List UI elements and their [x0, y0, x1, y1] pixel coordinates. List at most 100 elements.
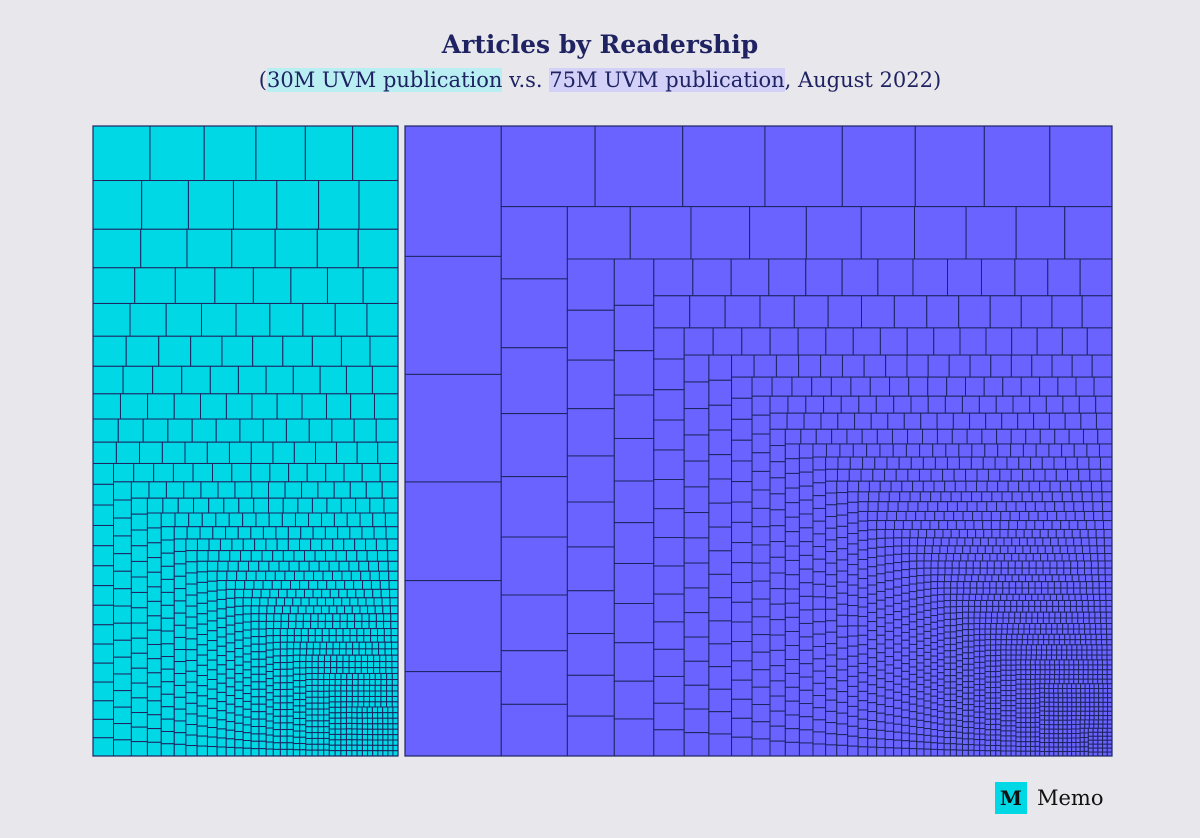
series-75m-tile [1037, 611, 1044, 619]
series-30m-tile [274, 570, 286, 582]
series-75m-tile [1044, 692, 1050, 699]
series-75m-tile [1034, 623, 1042, 630]
series-30m-tile [332, 648, 340, 656]
series-75m-tile [998, 605, 1006, 613]
series-75m-tile [1073, 443, 1088, 458]
series-75m-tile [1033, 468, 1046, 482]
series-75m-tile [1074, 593, 1082, 601]
series-75m-tile [982, 456, 996, 470]
series-75m-tile [923, 581, 932, 590]
series-75m-tile [923, 602, 932, 611]
series-75m-tile [876, 510, 888, 522]
series-75m-tile [798, 649, 814, 665]
series-30m-tile [252, 267, 292, 304]
series-30m-tile [92, 365, 124, 395]
series-30m-tile [265, 663, 274, 673]
series-30m-tile [258, 703, 267, 713]
series-75m-tile [1065, 617, 1073, 625]
series-30m-tile [300, 597, 310, 607]
series-75m-tile [653, 702, 685, 731]
series-75m-tile [1093, 605, 1101, 613]
series-75m-tile [893, 627, 903, 637]
series-75m-tile [966, 528, 977, 539]
series-30m-tile [323, 714, 330, 722]
series-75m-tile [1093, 701, 1100, 708]
series-30m-tile [228, 512, 244, 528]
series-30m-tile [379, 661, 387, 669]
series-30m-tile [314, 550, 327, 562]
series-75m-tile [987, 468, 1001, 482]
series-75m-tile [1066, 649, 1073, 656]
series-30m-tile [361, 739, 369, 746]
series-75m-tile [936, 723, 945, 731]
series-75m-tile [1031, 491, 1043, 503]
series-30m-tile [160, 591, 175, 606]
series-75m-tile [1100, 628, 1108, 635]
series-30m-tile [268, 560, 280, 572]
series-30m-tile [185, 627, 198, 640]
series-75m-tile [1096, 537, 1105, 547]
series-30m-tile [113, 622, 132, 641]
series-75m-tile [1082, 501, 1094, 512]
series-75m-tile [848, 468, 862, 482]
series-75m-tile [1025, 722, 1032, 728]
series-30m-tile [265, 706, 274, 715]
series-30m-tile [357, 672, 365, 681]
series-75m-tile [891, 428, 909, 445]
series-30m-tile [185, 692, 198, 704]
series-75m-tile [1089, 468, 1102, 482]
series-30m-tile [299, 654, 307, 663]
series-75m-tile [1010, 354, 1033, 378]
series-30m-tile [340, 728, 347, 735]
series-75m-tile [980, 537, 989, 547]
series-75m-tile [962, 605, 970, 613]
series-75m-tile [903, 412, 922, 430]
series-30m-tile [392, 744, 399, 752]
series-30m-tile [92, 462, 115, 485]
series-75m-tile [1053, 697, 1059, 703]
series-75m-tile [1051, 574, 1060, 583]
series-75m-tile [974, 605, 982, 613]
series-75m-tile [876, 590, 886, 601]
series-30m-tile [242, 605, 252, 615]
series-75m-tile [1071, 701, 1077, 708]
series-30m-tile [299, 743, 307, 751]
series-30m-tile [380, 684, 388, 692]
series-75m-tile [916, 575, 925, 584]
series-75m-tile [1068, 428, 1084, 445]
series-75m-tile [1005, 633, 1013, 641]
series-30m-tile [317, 720, 325, 728]
series-75m-tile [1039, 659, 1046, 666]
series-75m-tile [990, 510, 1002, 522]
series-30m-tile [299, 736, 307, 745]
series-30m-tile [242, 653, 252, 663]
series-30m-tile [184, 441, 208, 464]
series-75m-tile [1044, 728, 1050, 735]
series-30m-tile [276, 180, 320, 230]
series-30m-tile [357, 695, 365, 703]
series-75m-tile [943, 618, 951, 627]
series-75m-tile [893, 699, 903, 709]
series-75m-tile [1000, 745, 1007, 752]
series-75m-tile [825, 733, 838, 746]
series-75m-tile [404, 373, 502, 483]
series-75m-tile [967, 698, 975, 706]
series-75m-tile [1020, 674, 1027, 680]
series-30m-tile [337, 526, 351, 540]
series-30m-tile [160, 693, 175, 708]
series-75m-tile [916, 698, 925, 707]
series-30m-tile [288, 560, 300, 572]
series-75m-tile [953, 510, 964, 522]
series-30m-tile [321, 538, 334, 552]
series-75m-tile [936, 697, 945, 706]
series-30m-tile [92, 700, 115, 720]
series-30m-tile [332, 538, 345, 552]
series-30m-tile [243, 588, 253, 599]
series-75m-tile [1097, 747, 1104, 753]
series-75m-tile [1015, 669, 1022, 676]
series-30m-tile [292, 692, 301, 701]
series-75m-tile [990, 655, 997, 662]
series-75m-tile [969, 354, 992, 378]
series-30m-tile [258, 658, 267, 668]
series-75m-tile [1054, 674, 1060, 680]
